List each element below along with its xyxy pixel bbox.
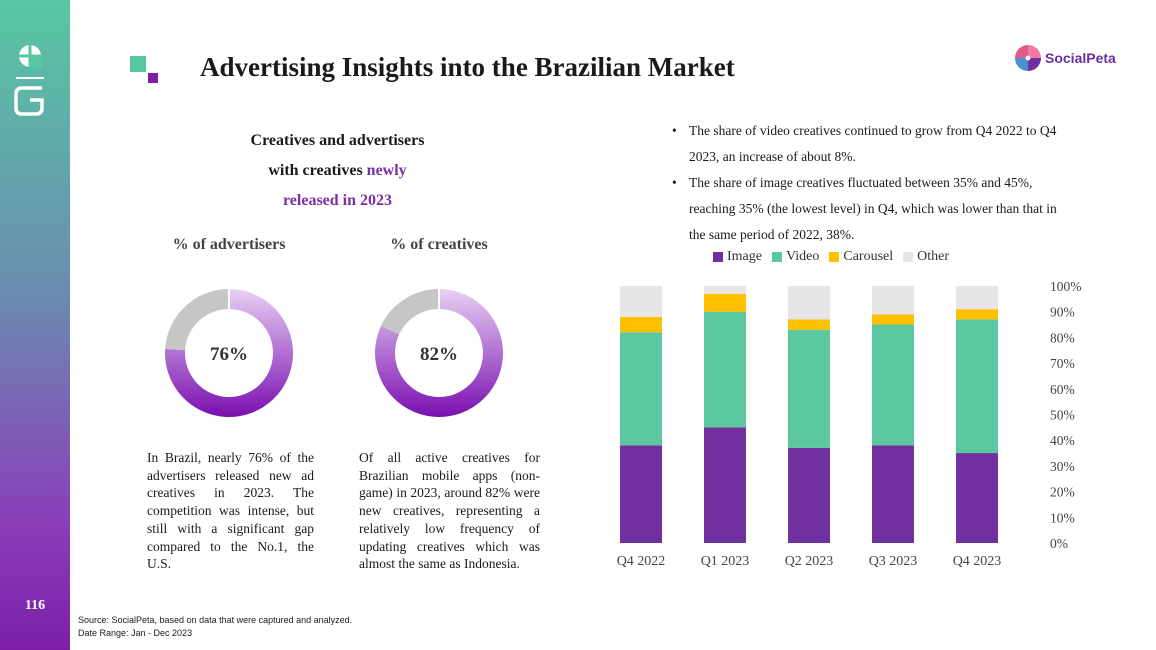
y-tick-label: 10% [1050,510,1075,525]
x-tick-label: Q4 2022 [617,554,666,569]
creatives-title-line1: Creatives and advertisers [250,132,425,149]
page-number: 116 [24,598,46,613]
bar-segment-other [788,286,830,320]
legend-item-video: Video [771,249,820,265]
date-range-line: Date Range: Jan - Dec 2023 [78,628,193,638]
legend-item-carousel: Carousel [829,249,893,265]
legend-item-other: Other [903,249,949,265]
donut-value-label: 76% [210,344,248,365]
bar-segment-other [956,286,998,310]
bar-segment-image [956,453,998,543]
legend-label-carousel: Carousel [843,249,894,264]
bar-segment-image [620,445,662,543]
legend-swatch-other [903,252,914,262]
bar-segment-video [956,319,998,454]
creatives-title-accent-newly: newly [366,162,407,179]
insight-bullets: The share of video creatives continued t… [670,118,1070,248]
legend-label-image: Image [727,249,762,264]
bar-segment-carousel [872,314,914,325]
bar-segment-carousel [788,319,830,330]
y-tick-label: 90% [1050,305,1075,320]
x-tick-label: Q1 2023 [701,554,750,569]
bar-segment-video [788,329,830,448]
bar-segment-carousel [704,293,746,312]
advertisers-donut-label: % of advertisers [172,236,286,253]
app-logo-icon [14,44,44,116]
legend-swatch-image [713,252,723,262]
donut-value-segment [164,289,293,417]
legend-label-video: Video [785,249,820,264]
legend-label-other: Other [917,249,950,264]
x-tick-label: Q4 2023 [953,554,1002,569]
donut-rest-segment [165,289,229,351]
socialpeta-logo: SocialPeta [1014,44,1116,72]
y-tick-label: 40% [1050,433,1075,448]
bar-segment-image [704,427,746,543]
bar-segment-video [872,324,914,446]
legend-swatch-carousel [829,252,840,262]
bar-segment-carousel [956,309,998,320]
y-tick-label: 70% [1050,356,1075,371]
bullet-item: The share of image creatives fluctuated … [670,170,1070,248]
creatives-title-line3: released in 2023 [282,192,393,209]
bar-segment-video [704,311,746,428]
bar-segment-carousel [620,316,662,333]
donut-value-segment [375,289,503,417]
stacked-bar-chart: 0% 10% 20% 30% 40% 50% 60% 70% 80% 90% 100% Q4 2022… [617,279,1082,569]
bar-segment-other [704,286,746,294]
creatives-description: Of all active creatives for Brazilian mo… [359,450,540,572]
socialpeta-logo-text: SocialPeta [1045,50,1116,66]
advertisers-description: In Brazil, nearly 76% of the advertisers… [147,450,314,572]
bar-segment-other [620,286,662,317]
bar-segment-image [788,447,830,543]
y-tick-label: 100% [1050,279,1082,294]
socialpeta-logo-icon [1015,45,1041,71]
source-line: Source: SocialPeta, based on data that w… [78,615,353,625]
creatives-section-title: Creatives and advertisers with creatives… [200,126,475,216]
bar-segment-image [872,445,914,543]
title-decoration-small-square [148,73,158,83]
legend-swatch-video [771,252,782,262]
legend-item-image: Image [713,249,762,265]
y-tick-label: 60% [1050,382,1075,397]
x-tick-label: Q2 2023 [785,554,834,569]
creatives-donut-chart: 82% [375,289,503,417]
bar-segment-video [620,332,662,446]
advertisers-donut-chart: 76% [164,289,293,417]
bullet-item: The share of video creatives continued t… [670,118,1070,170]
y-tick-label: 80% [1050,330,1075,345]
sidebar: 116 [0,0,70,650]
donut-value-label: 82% [420,344,458,365]
page-title: Advertising Insights into the Brazilian … [200,52,735,82]
donut-rest-segment [381,289,439,335]
source-note: Source: SocialPeta, based on data that w… [78,614,352,640]
creatives-title-line2-text: with creatives [268,162,367,179]
x-tick-label: Q3 2023 [869,554,918,569]
title-decoration-square [130,56,146,72]
y-tick-label: 0% [1050,536,1068,551]
y-tick-label: 20% [1050,485,1075,500]
creatives-title-line2: with creatives newly [200,156,475,186]
y-tick-label: 50% [1050,408,1075,423]
chart-legend: Image Video Carousel Other [713,249,949,265]
y-tick-label: 30% [1050,459,1075,474]
creatives-donut-label: % of creatives [390,236,488,253]
bar-segment-other [872,286,914,315]
